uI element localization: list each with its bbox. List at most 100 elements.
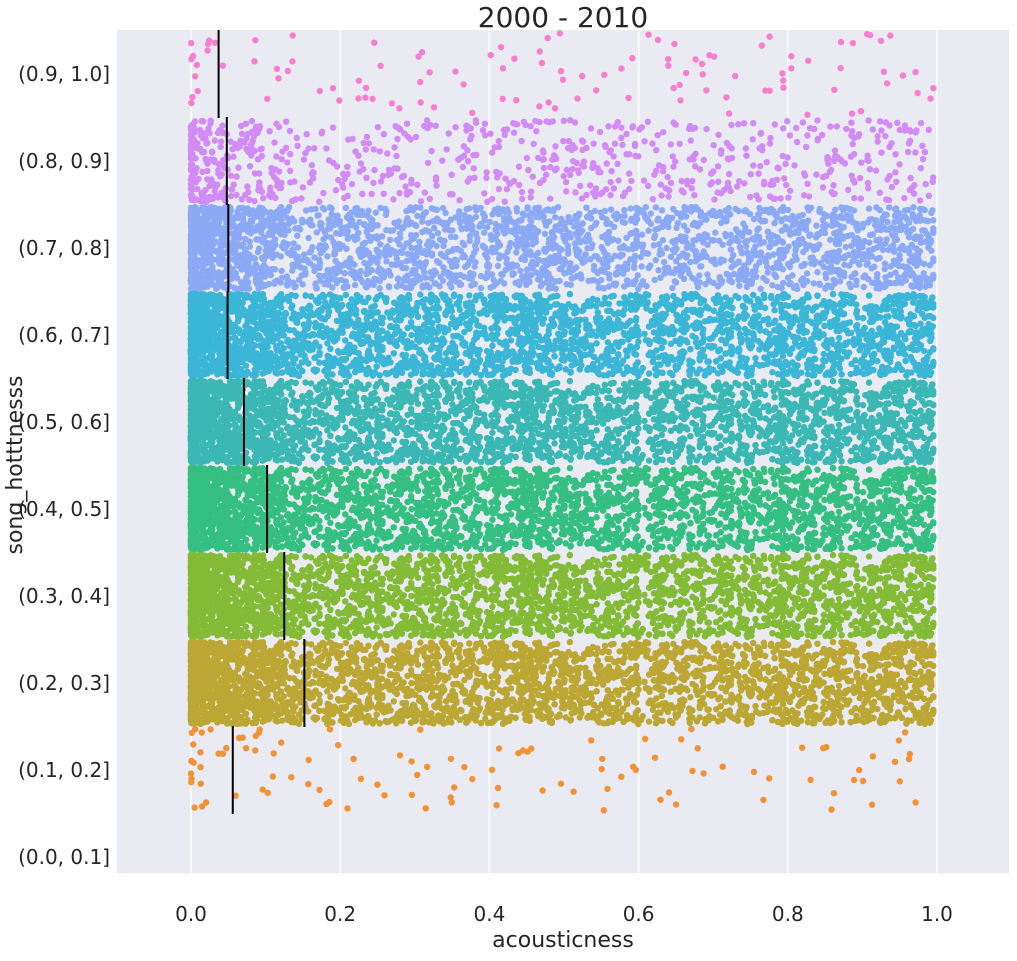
data-point	[821, 211, 827, 217]
data-point	[653, 147, 659, 153]
data-point	[653, 257, 659, 263]
data-point	[700, 71, 706, 77]
data-point	[579, 138, 585, 144]
data-point	[210, 213, 216, 219]
data-point	[513, 97, 519, 103]
data-point	[533, 231, 539, 237]
data-point	[681, 223, 687, 229]
data-point	[421, 249, 427, 255]
data-point	[715, 283, 721, 289]
data-point	[628, 205, 634, 211]
data-point	[288, 218, 294, 224]
data-point	[220, 62, 226, 68]
data-point	[711, 256, 717, 262]
data-point	[787, 188, 793, 194]
data-point	[828, 167, 834, 173]
data-point	[901, 195, 907, 201]
data-point	[452, 124, 458, 130]
data-point	[561, 173, 567, 179]
data-point	[307, 217, 313, 223]
data-point	[715, 179, 721, 185]
data-point	[269, 232, 275, 238]
data-point	[205, 210, 211, 216]
data-point	[750, 120, 756, 126]
data-point	[396, 190, 402, 196]
data-point	[233, 192, 239, 198]
data-point	[655, 216, 661, 222]
data-point	[193, 165, 199, 171]
data-point	[592, 193, 598, 199]
data-point	[358, 254, 364, 260]
data-point	[463, 214, 469, 220]
data-point	[209, 149, 215, 155]
data-point	[707, 181, 713, 187]
data-point	[199, 192, 205, 198]
data-point	[518, 138, 524, 144]
data-point	[728, 257, 734, 263]
data-point	[744, 284, 750, 290]
data-point	[191, 223, 197, 229]
data-point	[433, 280, 439, 286]
data-point	[673, 122, 679, 128]
data-point	[587, 256, 593, 262]
data-point	[285, 282, 291, 288]
data-point	[403, 258, 409, 264]
data-point	[242, 236, 248, 242]
data-point	[363, 175, 369, 181]
data-point	[536, 103, 542, 109]
data-point	[717, 276, 723, 282]
data-point	[765, 269, 771, 275]
data-point	[215, 167, 221, 173]
data-point	[452, 68, 458, 74]
data-point	[721, 187, 727, 193]
data-point	[351, 262, 357, 268]
data-point	[850, 141, 856, 147]
data-point	[793, 125, 799, 131]
data-point	[316, 265, 322, 271]
data-point	[769, 282, 775, 288]
data-point	[794, 286, 800, 292]
data-point	[767, 135, 773, 141]
data-point	[284, 159, 290, 165]
data-point	[249, 118, 255, 124]
data-point	[260, 195, 266, 201]
data-point	[704, 271, 710, 277]
data-point	[593, 253, 599, 259]
data-point	[496, 138, 502, 144]
data-point	[599, 214, 605, 220]
data-point	[559, 265, 565, 271]
data-point	[779, 228, 785, 234]
data-point	[803, 222, 809, 228]
data-point	[783, 215, 789, 221]
data-point	[791, 162, 797, 168]
data-point	[696, 233, 702, 239]
data-point	[900, 72, 906, 78]
data-point	[234, 173, 240, 179]
data-point	[294, 135, 300, 141]
data-point	[760, 275, 766, 281]
data-point	[608, 168, 614, 174]
data-point	[610, 236, 616, 242]
data-point	[734, 183, 740, 189]
data-point	[887, 272, 893, 278]
data-point	[848, 153, 854, 159]
data-point	[595, 279, 601, 285]
data-point	[748, 256, 754, 262]
data-point	[882, 133, 888, 139]
data-point	[606, 271, 612, 277]
data-point	[361, 140, 367, 146]
data-point	[220, 249, 226, 255]
data-point	[827, 237, 833, 243]
data-point	[305, 235, 311, 241]
data-point	[702, 231, 708, 237]
data-point	[254, 263, 260, 269]
data-point	[310, 170, 316, 176]
data-point	[725, 155, 731, 161]
data-point	[298, 195, 304, 201]
data-point	[481, 190, 487, 196]
data-point	[539, 60, 545, 66]
data-point	[399, 265, 405, 271]
data-point	[618, 135, 624, 141]
data-point	[449, 172, 455, 178]
data-point	[626, 170, 632, 176]
